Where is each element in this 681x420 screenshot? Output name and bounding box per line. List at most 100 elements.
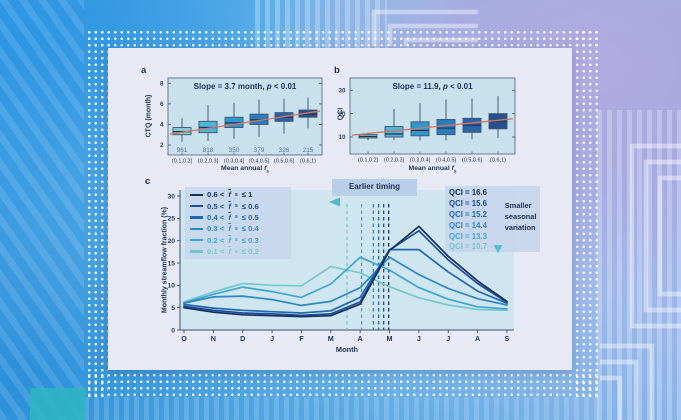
svg-text:(0.4,0.5]: (0.4,0.5] [249, 159, 270, 165]
svg-text:(0.5,0.6]: (0.5,0.6] [462, 158, 483, 164]
qci-row: QCI = 15.6 [449, 198, 487, 208]
panel-b-annotation-rest: < 0.01 [447, 81, 473, 91]
panel-a-xlabel-var: f [264, 164, 267, 172]
panel-a-label: a [141, 65, 147, 76]
svg-text:A: A [358, 334, 363, 343]
earlier-timing-label: Earlier timing [332, 179, 417, 196]
chevron-pattern-bottom-right [600, 343, 655, 420]
panel-a-annotation-p: p [266, 81, 272, 91]
qci-row: QCI = 14.4 [449, 220, 487, 230]
svg-text:961: 961 [177, 147, 188, 154]
chevron-pattern-right [629, 143, 681, 329]
legend-swatch [190, 239, 203, 242]
left-diagonal-stripes-decor [0, 0, 84, 420]
series-line-0.6 [183, 225, 508, 318]
panel-a-annotation-rest: < 0.01 [271, 81, 297, 91]
panel-b-xaxis-label: Mean annual fs [350, 165, 515, 173]
svg-text:A: A [475, 334, 480, 343]
svg-text:O: O [181, 334, 187, 343]
svg-text:326: 326 [279, 147, 290, 154]
svg-text:4: 4 [160, 122, 164, 129]
svg-text:8: 8 [160, 81, 164, 88]
svg-text:30: 30 [167, 193, 175, 200]
qci-row: QCI = 10.7 [449, 242, 487, 252]
panel-c-yaxis-label: Monthly streamflow fraction (%) [161, 206, 169, 314]
svg-text:818: 818 [203, 147, 214, 154]
series-line-0.4 [183, 248, 508, 314]
legend-swatch [190, 204, 203, 208]
panel-b-xlabel-var: f [451, 164, 454, 172]
panel-a-xaxis-label: Mean annual fs [168, 165, 322, 173]
svg-text:(0.6,1): (0.6,1) [490, 158, 506, 164]
panel-a-annotation: Slope = 3.7 month, p < 0.01 [168, 82, 322, 91]
svg-text:(0.1,0.2]: (0.1,0.2] [172, 159, 193, 165]
svg-text:6: 6 [160, 101, 164, 108]
qci-legend: QCI = 16.6 QCI = 15.6 QCI = 15.2 QCI = 14.4… [445, 186, 540, 254]
dot-frame-bottom [84, 370, 600, 397]
svg-text:S: S [505, 334, 510, 343]
svg-text:10: 10 [167, 283, 175, 290]
svg-text:J: J [446, 334, 450, 343]
panel-b-annotation-p: p [442, 81, 448, 91]
panel-a-xlabel-sub: s [266, 167, 269, 173]
svg-text:2: 2 [160, 142, 164, 149]
panel-b-label: b [334, 65, 340, 76]
panel-a-xlabel-pre: Mean annual [221, 164, 265, 172]
qci-row: QCI = 15.2 [449, 209, 487, 219]
bottom-stripes-decor [84, 397, 600, 420]
panel-b-xlabel-sub: s [453, 167, 457, 173]
qci-row: QCI = 16.6 [449, 188, 487, 197]
panel-a-annotation-text: Slope = 3.7 month, [193, 81, 267, 91]
svg-text:J: J [417, 334, 421, 343]
panel-c-xaxis-label: Month [335, 345, 359, 354]
svg-text:0: 0 [171, 327, 175, 334]
svg-text:(0.3,0.4]: (0.3,0.4] [410, 158, 431, 164]
teal-accent-square [30, 388, 86, 420]
series-line-0.5 [183, 229, 508, 317]
svg-text:(0.4,0.5]: (0.4,0.5] [436, 158, 457, 164]
legend-swatch [190, 250, 203, 253]
svg-text:N: N [211, 334, 216, 343]
svg-text:(0.5,0.6]: (0.5,0.6] [274, 159, 295, 165]
svg-text:M: M [328, 334, 334, 343]
svg-text:(0.2,0.3]: (0.2,0.3] [384, 158, 405, 164]
right-stripes-decor [597, 110, 681, 420]
svg-text:F: F [299, 334, 304, 343]
panel-b-xlabel-pre: Mean annual [408, 164, 452, 172]
smaller-variation-arrow [493, 190, 503, 254]
dot-frame-right [572, 27, 600, 397]
svg-text:(0.3,0.4]: (0.3,0.4] [224, 159, 245, 165]
panel-b-annotation-text: Slope = 11.9, [392, 81, 443, 91]
svg-text:D: D [240, 334, 245, 343]
svg-text:379: 379 [254, 147, 265, 154]
figure-svg: 2 4 6 8 961 818 350 379 326 215 (0.1,0.2] (0.2,0.3]… [160, 77, 516, 343]
svg-text:J: J [270, 334, 274, 343]
smaller-variation-label: Smaller seasonal variation [504, 201, 537, 232]
svg-text:20: 20 [338, 111, 346, 118]
svg-text:215: 215 [303, 147, 314, 154]
svg-text:350: 350 [229, 147, 240, 154]
panel-b-annotation: Slope = 11.9, p < 0.01 [350, 82, 515, 91]
panel-a-yaxis-label: CTQ (month) [145, 94, 153, 138]
svg-text:25: 25 [167, 216, 175, 223]
series-line-0.3 [183, 256, 508, 307]
series-line-0.2 [183, 256, 508, 310]
panel-c-label: c [145, 176, 151, 187]
dot-frame-top [84, 27, 600, 48]
svg-text:30: 30 [338, 88, 346, 95]
svg-text:M: M [387, 334, 393, 343]
qci-value-list: QCI = 16.6 QCI = 15.6 QCI = 15.2 QCI = 14.4… [449, 187, 493, 252]
svg-text:(0.1,0.2]: (0.1,0.2] [358, 158, 379, 164]
legend-swatch [190, 193, 203, 196]
svg-text:(0.6,1): (0.6,1) [300, 159, 316, 165]
svg-text:(0.2,0.3]: (0.2,0.3] [198, 159, 219, 165]
panel-b-yaxis-label: QCI [337, 107, 345, 121]
legend-swatch [190, 227, 203, 231]
